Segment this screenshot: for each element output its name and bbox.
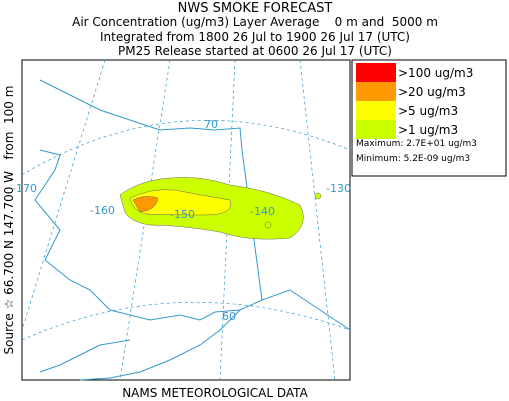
plume <box>264 221 272 229</box>
plume <box>132 196 159 213</box>
side-text: Source ☆ 66.700 N 147.700 W from 100 m <box>2 86 16 355</box>
graticule-label: 70 <box>204 118 218 131</box>
graticule-label: -170 <box>12 182 37 195</box>
legend-label: >1 ug/m3 <box>398 123 458 137</box>
legend-swatch <box>356 101 396 120</box>
legend: Maximum: 2.7E+01 ug/m3 Minimum: 5.2E-09 … <box>351 59 507 177</box>
map: 70 -170 -160 -150 -140 -130 60 <box>12 59 351 381</box>
subtitle: Air Concentration (ug/m3) Layer Average … <box>72 15 438 29</box>
plume <box>314 192 322 200</box>
graticule-label: 60 <box>222 310 236 323</box>
graticule-label: -150 <box>170 208 195 221</box>
legend-swatch <box>356 63 396 82</box>
legend-label: >20 ug/m3 <box>398 85 466 99</box>
footer: NAMS METEOROLOGICAL DATA <box>122 386 308 400</box>
subtitle: PM25 Release started at 0600 26 Jul 17 (… <box>118 44 392 58</box>
legend-label: >5 ug/m3 <box>398 104 458 118</box>
graticule-label: -160 <box>90 204 115 217</box>
coastline <box>34 79 351 381</box>
legend-min: Minimum: 5.2E-09 ug/m3 <box>356 154 470 164</box>
graticule <box>21 59 106 331</box>
graticule-label: -140 <box>250 205 275 218</box>
legend-max: Maximum: 2.7E+01 ug/m3 <box>356 139 477 149</box>
graticule <box>219 59 236 381</box>
title: NWS SMOKE FORECAST <box>178 1 333 16</box>
subtitle: Integrated from 1800 26 Jul to 1900 26 J… <box>100 30 410 44</box>
graticule-label: -130 <box>326 182 351 195</box>
graticule <box>21 301 351 341</box>
legend-label: >100 ug/m3 <box>398 66 473 80</box>
graticule <box>21 119 351 176</box>
plume <box>129 189 231 216</box>
legend-swatch <box>356 120 396 139</box>
legend-swatch <box>356 82 396 101</box>
